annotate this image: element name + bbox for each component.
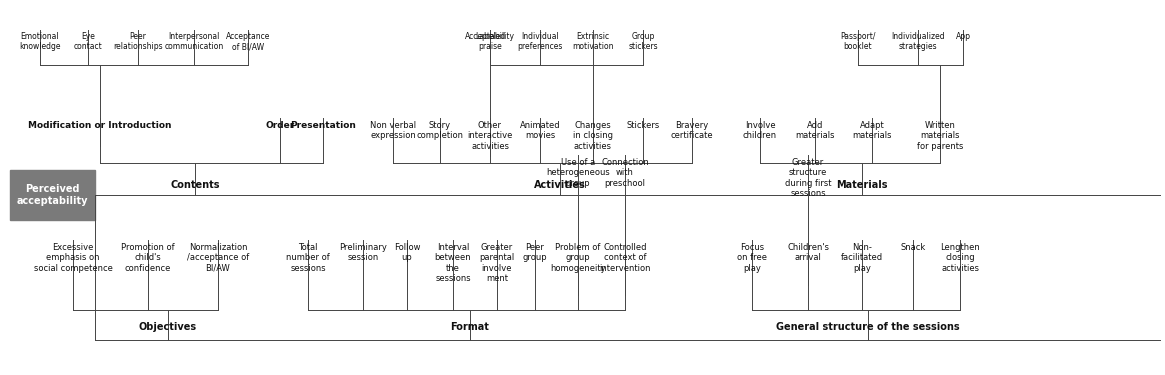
Text: Activities: Activities	[534, 180, 586, 190]
Text: Interpersonal
communication: Interpersonal communication	[164, 32, 224, 51]
Text: Materials: Materials	[836, 180, 888, 190]
Text: Acceptability: Acceptability	[465, 32, 515, 41]
Text: Interval
between
the
sessions: Interval between the sessions	[435, 243, 472, 283]
Text: Acceptance
of BI/AW: Acceptance of BI/AW	[226, 32, 270, 51]
FancyBboxPatch shape	[10, 170, 96, 220]
Text: Use of a
heterogeneous
group: Use of a heterogeneous group	[546, 158, 609, 188]
Text: Written
materials
for parents: Written materials for parents	[917, 121, 963, 151]
Text: Format: Format	[451, 322, 489, 332]
Text: Other
interactive
activities: Other interactive activities	[467, 121, 513, 151]
Text: Passport/
booklet: Passport/ booklet	[840, 32, 876, 51]
Text: Peer
group: Peer group	[523, 243, 548, 262]
Text: Stickers: Stickers	[627, 121, 659, 130]
Text: Follow
up: Follow up	[394, 243, 421, 262]
Text: Story
completion: Story completion	[417, 121, 464, 140]
Text: App: App	[955, 32, 970, 41]
Text: Order: Order	[266, 121, 295, 130]
Text: Perceived
acceptability: Perceived acceptability	[16, 184, 89, 206]
Text: Modification or Introduction: Modification or Introduction	[28, 121, 171, 130]
Text: Presentation: Presentation	[290, 121, 356, 130]
Text: Controlled
context of
intervention: Controlled context of intervention	[599, 243, 651, 273]
Text: Promotion of
child's
confidence: Promotion of child's confidence	[121, 243, 175, 273]
Text: Non verbal
expression: Non verbal expression	[370, 121, 416, 140]
Text: Children's
arrival: Children's arrival	[788, 243, 829, 262]
Text: Extrinsic
motivation: Extrinsic motivation	[572, 32, 614, 51]
Text: Normalization
/acceptance of
BI/AW: Normalization /acceptance of BI/AW	[186, 243, 249, 273]
Text: Greater
parental
involve
ment: Greater parental involve ment	[479, 243, 515, 283]
Text: Individual
preferences: Individual preferences	[517, 32, 563, 51]
Text: Total
number of
sessions: Total number of sessions	[287, 243, 330, 273]
Text: Animated
movies: Animated movies	[520, 121, 560, 140]
Text: Objectives: Objectives	[139, 322, 197, 332]
Text: Problem of
group
homogeneity: Problem of group homogeneity	[550, 243, 606, 273]
Text: Preliminary
session: Preliminary session	[339, 243, 387, 262]
Text: Contents: Contents	[170, 180, 220, 190]
Text: Non-
facilitated
play: Non- facilitated play	[841, 243, 883, 273]
Text: Individualized
strategies: Individualized strategies	[891, 32, 945, 51]
Text: Peer
relationships: Peer relationships	[113, 32, 163, 51]
Text: Eye
contact: Eye contact	[73, 32, 103, 51]
Text: Greater
structure
during first
sessions: Greater structure during first sessions	[785, 158, 832, 198]
Text: Connection
with
preschool: Connection with preschool	[601, 158, 649, 188]
Text: Snack: Snack	[901, 243, 926, 252]
Text: Group
stickers: Group stickers	[628, 32, 658, 51]
Text: General structure of the sessions: General structure of the sessions	[776, 322, 960, 332]
Text: Labeled
praise: Labeled praise	[475, 32, 506, 51]
Text: Involve
children: Involve children	[743, 121, 777, 140]
Text: Changes
in closing
activities: Changes in closing activities	[573, 121, 613, 151]
Text: Add
materials: Add materials	[796, 121, 835, 140]
Text: Emotional
knowledge: Emotional knowledge	[20, 32, 61, 51]
Text: Bravery
certificate: Bravery certificate	[671, 121, 713, 140]
Text: Excessive
emphasis on
social competence: Excessive emphasis on social competence	[34, 243, 113, 273]
Text: Lengthen
closing
activities: Lengthen closing activities	[940, 243, 980, 273]
Text: Focus
on free
play: Focus on free play	[737, 243, 767, 273]
Text: Adapt
materials: Adapt materials	[853, 121, 891, 140]
